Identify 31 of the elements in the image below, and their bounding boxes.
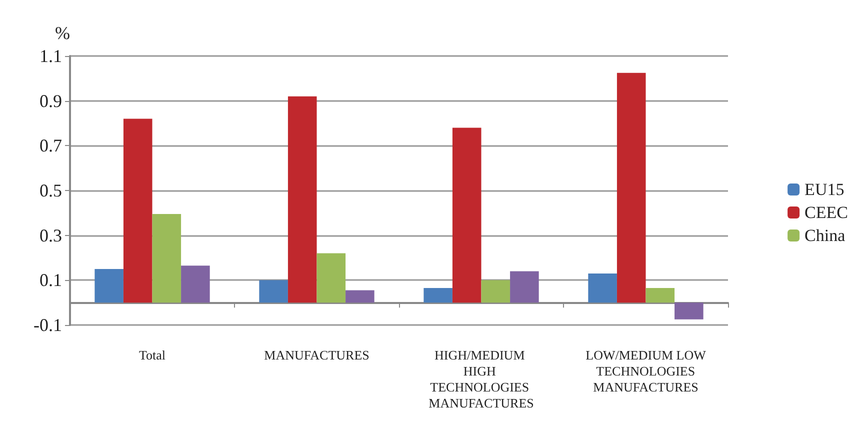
y-tick-label: 0.9 xyxy=(40,90,62,111)
y-tick-label: 0.1 xyxy=(40,270,62,290)
y-tick-label: 1.1 xyxy=(40,46,62,66)
bar xyxy=(510,271,539,303)
bar xyxy=(123,118,152,303)
bar xyxy=(94,268,124,303)
legend-label: CEEC xyxy=(804,203,848,222)
bar xyxy=(288,96,317,303)
bar xyxy=(152,214,182,303)
bar xyxy=(616,72,646,303)
bar xyxy=(646,288,675,303)
y-axis-title: % xyxy=(55,23,70,43)
x-tick-label: Total xyxy=(138,348,166,362)
bar xyxy=(259,280,288,303)
bar xyxy=(346,290,374,303)
bar xyxy=(424,288,452,303)
legend-label: EU15 xyxy=(804,180,844,199)
bar xyxy=(481,280,510,303)
y-tick-label: -0.1 xyxy=(34,315,62,335)
bar xyxy=(452,128,482,303)
bar xyxy=(588,273,617,303)
x-tick-label: HIGH/MEDIUM HIGH TECHNOLOGIES MANUFACTURES xyxy=(428,348,534,410)
x-tick-label: LOW/MEDIUM LOW TECHNOLOGIES MANUFACTURES xyxy=(586,348,707,394)
legend-label: China xyxy=(804,226,846,245)
y-tick-label: 0.5 xyxy=(40,180,62,200)
bar xyxy=(181,266,210,303)
bar xyxy=(674,302,704,320)
x-tick-label: MANUFACTURES xyxy=(264,348,370,362)
y-tick-label: 0.7 xyxy=(40,136,62,156)
y-tick-label: 0.3 xyxy=(40,225,62,246)
bar xyxy=(316,253,346,303)
